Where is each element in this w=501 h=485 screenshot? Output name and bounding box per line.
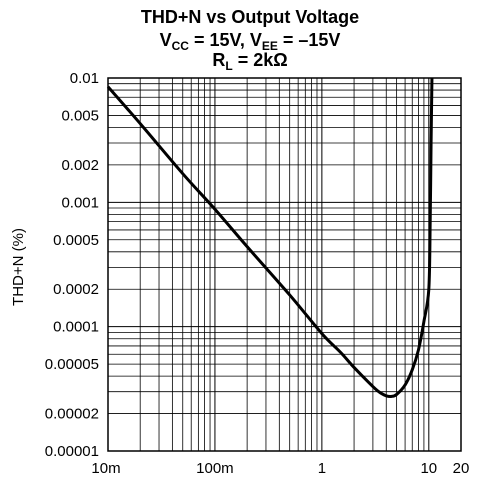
chart-title: THD+N vs Output Voltage	[141, 7, 359, 27]
y-tick-label: 0.0002	[53, 281, 99, 298]
y-tick-label: 0.005	[61, 107, 99, 124]
y-tick-label: 0.001	[61, 194, 99, 211]
x-tick-label: 20	[453, 460, 470, 477]
y-tick-label: 0.00002	[45, 406, 99, 423]
chart-subtitle-supply: VCC = 15V, VEE = –15V	[160, 30, 341, 53]
y-tick-label: 0.00005	[45, 356, 99, 373]
plot-frame	[107, 77, 462, 452]
chart-subtitle-load: RL = 2kΩ	[212, 50, 287, 73]
x-tick-label: 10	[420, 460, 437, 477]
x-tick-label: 1	[318, 460, 326, 477]
y-axis-label: THD+N (%)	[10, 228, 27, 306]
grid	[107, 78, 462, 452]
y-tick-label: 0.0001	[53, 319, 99, 336]
series-group	[106, 77, 434, 398]
x-tick-label: 100m	[196, 460, 234, 477]
thdn-series-line	[106, 77, 434, 398]
y-tick-label: 0.01	[70, 70, 99, 87]
y-tick-labels: 0.01 0.005 0.002 0.001 0.0005 0.0002 0.0001 0.0…	[45, 70, 99, 460]
y-tick-label: 0.002	[61, 157, 99, 174]
y-tick-label: 0.0005	[53, 232, 99, 249]
x-tick-label: 10m	[91, 460, 120, 477]
x-tick-labels: 10m 100m 1 10 20	[91, 460, 469, 477]
y-tick-label: 0.00001	[45, 443, 99, 460]
